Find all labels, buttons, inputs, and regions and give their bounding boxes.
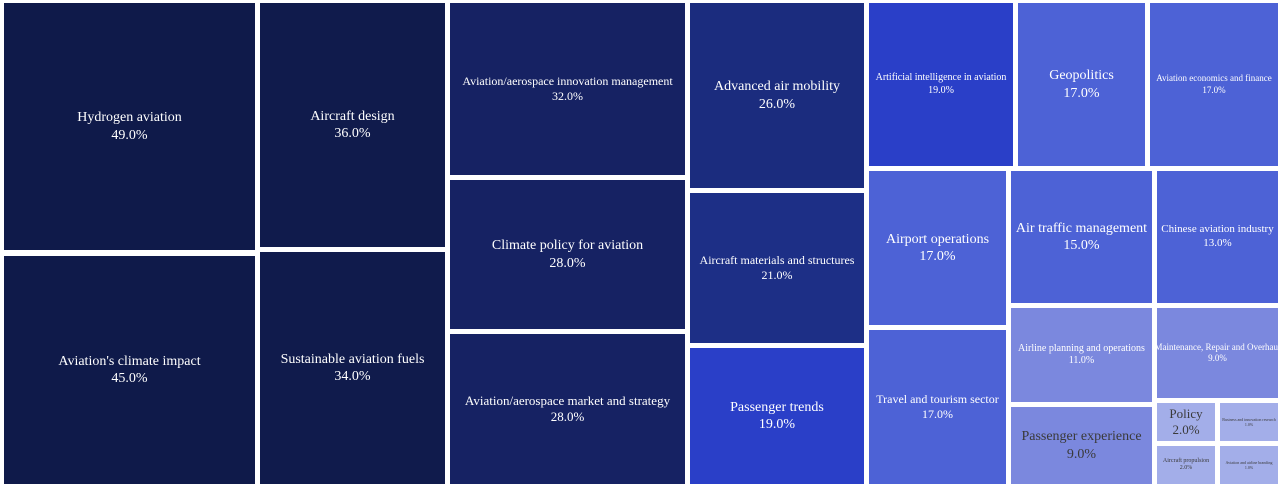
tile-label: Climate policy for aviation — [491, 238, 644, 253]
tile-label: Maintenance, Repair and Overhaul — [1157, 341, 1278, 352]
tile-label: Airport operations — [885, 231, 990, 247]
tile-label: Aviation's climate impact — [58, 353, 201, 369]
tile-label: Geopolitics — [1049, 68, 1114, 83]
treemap-tile-passenger-experience: Passenger experience 9.0% — [1011, 407, 1152, 484]
tile-value: 17.0% — [1202, 84, 1226, 95]
treemap-tile-advanced-air-mobility: Advanced air mobility 26.0% — [690, 3, 864, 188]
tile-label: Airline planning and operations — [1018, 342, 1145, 354]
treemap-tile-maintenance-repair-and-overhaul: Maintenance, Repair and Overhaul 9.0% — [1157, 308, 1278, 398]
tile-value: 26.0% — [758, 96, 796, 112]
treemap-tile-airline-planning-and-operations: Airline planning and operations 11.0% — [1011, 308, 1152, 402]
tile-label: Advanced air mobility — [714, 79, 840, 94]
tile-value: 17.0% — [922, 407, 953, 421]
treemap-tile-aviation-s-climate-impact: Aviation's climate impact 45.0% — [4, 256, 255, 484]
tile-value: 19.0% — [928, 84, 954, 96]
treemap-tile-aircraft-propulsion: Aircraft propulsion 2.0% — [1157, 446, 1215, 484]
tile-value: 36.0% — [334, 126, 371, 141]
tile-label: Aviation economics and finance — [1156, 73, 1272, 84]
treemap-tile-business-and-innovation-research: Business and innovation research 1.0% — [1220, 403, 1278, 441]
treemap-tile-aircraft-design: Aircraft design 36.0% — [260, 3, 445, 247]
treemap-tile-aviation-aerospace-market-and-strategy: Aviation/aerospace market and strategy 28… — [450, 334, 685, 484]
treemap-tile-chinese-aviation-industry: Chinese aviation industry 13.0% — [1157, 171, 1278, 303]
tile-value: 28.0% — [549, 255, 586, 271]
treemap-tile-aviation-aerospace-innovation-management: Aviation/aerospace innovation management… — [450, 3, 685, 175]
treemap-tile-passenger-trends: Passenger trends 19.0% — [690, 348, 864, 484]
tile-value: 17.0% — [919, 249, 956, 264]
tile-value: 1.0% — [1244, 422, 1254, 427]
tile-label: Sustainable aviation fuels — [280, 351, 425, 367]
tile-value: 9.0% — [1066, 446, 1097, 462]
treemap-tile-climate-policy-for-aviation: Climate policy for aviation 28.0% — [450, 180, 685, 329]
tile-label: Policy — [1169, 405, 1203, 421]
tile-label: Air traffic management — [1015, 220, 1148, 236]
tile-label: Business and innovation research — [1222, 417, 1276, 422]
tile-value: 28.0% — [550, 409, 585, 424]
tile-label: Aircraft propulsion — [1162, 457, 1210, 464]
tile-value: 2.0% — [1172, 422, 1200, 437]
tile-value: 34.0% — [334, 369, 371, 384]
tile-label: Artificial intelligence in aviation — [875, 72, 1007, 83]
tile-value: 2.0% — [1179, 465, 1193, 471]
treemap-tile-air-traffic-management: Air traffic management 15.0% — [1011, 171, 1152, 303]
tile-label: Aircraft materials and structures — [699, 253, 855, 267]
tile-value: 9.0% — [1208, 353, 1227, 363]
treemap-tile-geopolitics: Geopolitics 17.0% — [1018, 3, 1145, 166]
treemap-tile-sustainable-aviation-fuels: Sustainable aviation fuels 34.0% — [260, 252, 445, 484]
treemap-tile-artificial-intelligence-in-aviation: Artificial intelligence in aviation 19.0% — [869, 3, 1013, 166]
tile-value: 17.0% — [1063, 85, 1100, 101]
treemap-tile-hydrogen-aviation: Hydrogen aviation 49.0% — [4, 3, 255, 250]
tile-value: 13.0% — [1203, 237, 1232, 249]
treemap-tile-travel-and-tourism-sector: Travel and tourism sector 17.0% — [869, 330, 1006, 484]
tile-label: Passenger trends — [730, 399, 824, 415]
tile-label: Aviation/aerospace innovation management — [462, 74, 673, 88]
tile-label: Aircraft design — [310, 108, 395, 124]
tile-label: Chinese aviation industry — [1161, 223, 1274, 236]
tile-value: 32.0% — [552, 89, 583, 103]
tile-value: 49.0% — [111, 127, 148, 143]
tile-value: 21.0% — [761, 268, 793, 282]
tile-value: 19.0% — [758, 417, 796, 432]
treemap-tile-policy: Policy 2.0% — [1157, 403, 1215, 441]
tile-value: 45.0% — [111, 371, 148, 386]
tile-label: Travel and tourism sector — [876, 392, 999, 406]
treemap-tile-aircraft-materials-and-structures: Aircraft materials and structures 21.0% — [690, 193, 864, 343]
tile-value: 1.0% — [1244, 465, 1254, 470]
treemap-tile-aviation-economics-and-finance: Aviation economics and finance 17.0% — [1150, 3, 1278, 166]
tile-value: 11.0% — [1068, 355, 1095, 366]
treemap-tile-airport-operations: Airport operations 17.0% — [869, 171, 1006, 325]
tile-label: Aviation/aerospace market and strategy — [464, 392, 671, 408]
tile-value: 15.0% — [1063, 238, 1100, 253]
tile-label: Passenger experience — [1021, 429, 1142, 444]
tile-label: Aviation and airline branding — [1225, 460, 1273, 465]
tile-label: Hydrogen aviation — [77, 110, 182, 125]
treemap-tile-aviation-and-airline-branding: Aviation and airline branding 1.0% — [1220, 446, 1278, 484]
